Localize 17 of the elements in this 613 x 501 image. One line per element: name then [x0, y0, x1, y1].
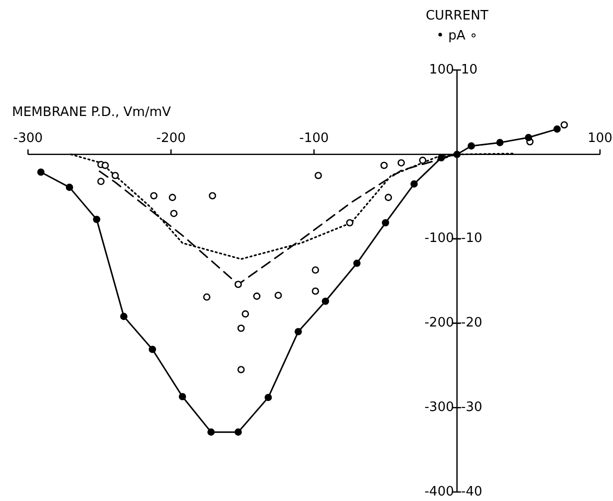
y-tick-label: -100	[424, 231, 454, 246]
y2-tick-label: -10	[461, 231, 482, 246]
x-tick-label: -300	[13, 130, 43, 146]
y2-tick-label: 10	[461, 62, 478, 78]
x-axis-title: MEMBRANE P.D., Vm/mV	[12, 104, 171, 120]
x-tick-label: -200	[156, 130, 186, 146]
y-tick-label: 100	[429, 62, 454, 78]
y2-tick-label: -40	[461, 484, 482, 500]
y2-tick-label: -30	[461, 400, 482, 415]
text: CURRENT	[426, 8, 488, 24]
y-tick-label: -300	[424, 400, 454, 415]
x-tick-label: 100	[588, 130, 612, 146]
y2-tick-label: -20	[461, 316, 482, 331]
y-tick-label: -400	[424, 484, 454, 500]
text: • pA ∘	[436, 28, 478, 44]
x-tick-label: -100	[299, 130, 329, 146]
y-tick-label: -200	[424, 316, 454, 331]
